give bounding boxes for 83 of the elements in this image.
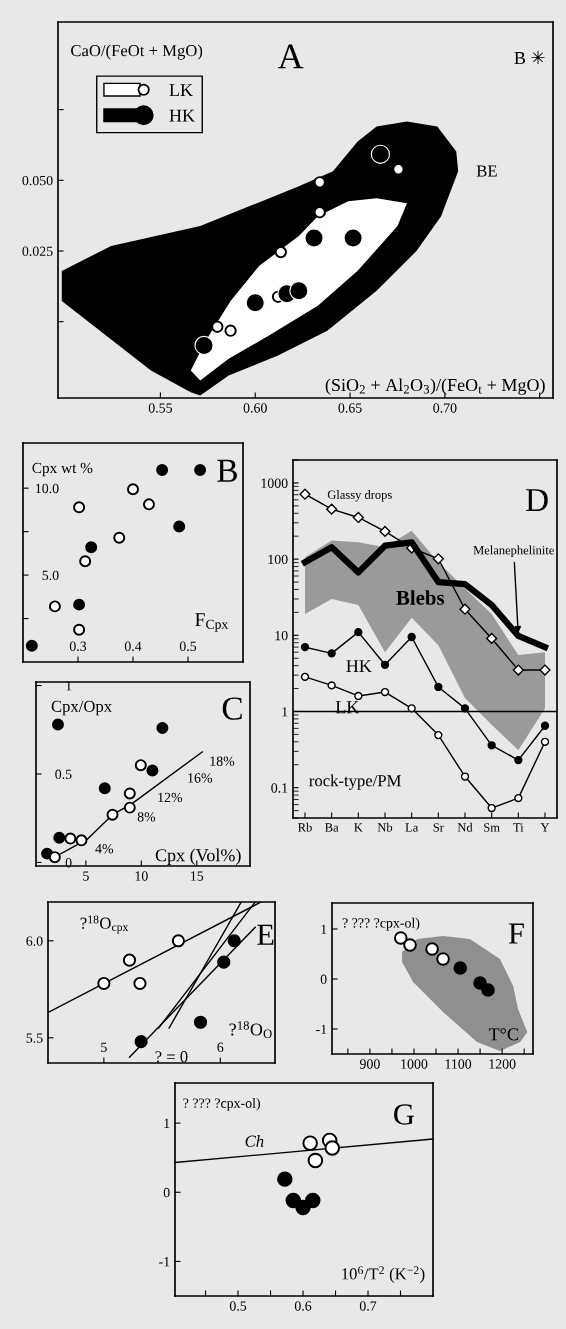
y-axis-title: ?$^{18}$O$_{cpx}$ bbox=[80, 915, 129, 934]
text: G bbox=[394, 1104, 414, 1125]
x-tick-label: Sr bbox=[433, 823, 444, 832]
annotation: B ✳ bbox=[514, 50, 545, 64]
legend-label: LK bbox=[169, 84, 193, 97]
x-axis-title: T°C bbox=[488, 1028, 518, 1041]
y-axis-title: ? ??? ?cpx-ol) bbox=[342, 917, 420, 931]
x-tick-label: 5 bbox=[83, 871, 89, 881]
x-tick-label: Y bbox=[540, 823, 550, 832]
y-tick-label: 6.0 bbox=[26, 936, 43, 946]
y-tick-label: -1 bbox=[159, 1257, 170, 1267]
legend-label: HK bbox=[169, 109, 195, 122]
chart-title: C bbox=[222, 697, 242, 720]
x-tick-label: Ba bbox=[325, 823, 339, 832]
y-tick-label: 5.0 bbox=[42, 570, 59, 581]
x-tick-label: 10 bbox=[135, 871, 148, 881]
y-axis-title: ? ??? ?cpx-ol) bbox=[183, 1098, 260, 1111]
x-tick-label: 0.5 bbox=[179, 641, 197, 651]
y-axis-title: Cpx/Opx bbox=[51, 700, 112, 716]
x-tick-label: 6 bbox=[217, 1042, 224, 1052]
chart-title: A bbox=[277, 44, 304, 69]
y-tick-label: 1000 bbox=[261, 478, 288, 488]
x-tick-label: Sm bbox=[484, 823, 500, 832]
x-tick-label: K bbox=[354, 823, 363, 832]
x-tick-label: 0.3 bbox=[69, 641, 87, 651]
y-tick-label: 0 bbox=[320, 974, 327, 984]
x-tick-label: 0.5 bbox=[229, 1301, 247, 1311]
y-tick-label: 0.5 bbox=[55, 769, 72, 780]
annotation: ? = 0 bbox=[155, 1051, 188, 1063]
x-tick-label: Nb bbox=[377, 822, 393, 832]
x-tick-label: 0.4 bbox=[124, 641, 142, 651]
chart-title: B bbox=[217, 459, 237, 482]
series-label: Blebs bbox=[396, 590, 445, 605]
x-tick-label: 5 bbox=[101, 1042, 107, 1052]
x-tick-label: 1000 bbox=[401, 1059, 428, 1069]
x-tick-label: Ti bbox=[513, 823, 524, 832]
x-tick-label: 0.60 bbox=[243, 403, 267, 413]
text: E bbox=[257, 924, 274, 945]
x-tick-label: 15 bbox=[191, 871, 204, 881]
y-axis-title: CaO/(FeOt + MgO) bbox=[71, 44, 203, 60]
y-axis-title: Cpx wt % bbox=[32, 462, 93, 477]
x-axis-title: F$_{Cpx}$ bbox=[195, 613, 229, 632]
y-tick-label: -1 bbox=[316, 1024, 327, 1034]
x-tick-label: 0.6 bbox=[294, 1301, 312, 1311]
y-tick-label: 1 bbox=[282, 707, 288, 717]
text: D bbox=[525, 489, 548, 512]
text: F bbox=[508, 923, 524, 944]
y-tick-label: 0.025 bbox=[22, 246, 53, 257]
series-label: Ch bbox=[245, 1135, 264, 1147]
annotation: BE bbox=[476, 165, 497, 177]
y-tick-label: 1 bbox=[66, 681, 72, 691]
text: Melanephelinite bbox=[473, 545, 554, 557]
x-tick-label: Nd bbox=[457, 822, 473, 832]
y-tick-label: 0 bbox=[163, 1187, 170, 1198]
x-tick-label: 0.55 bbox=[148, 403, 173, 413]
y-axis-title: rock-type/PM bbox=[309, 774, 401, 790]
y-tick-label: 0.050 bbox=[22, 175, 53, 186]
series-label: HK bbox=[346, 660, 372, 672]
y-tick-label: 1 bbox=[321, 924, 327, 934]
x-axis-title: 10$^{6}$/T$^{2}$ (K$^{−2}$) bbox=[342, 1266, 425, 1283]
x-tick-label: 0.70 bbox=[433, 403, 457, 413]
x-tick-label: 900 bbox=[359, 1059, 380, 1069]
x-tick-label: 1200 bbox=[489, 1059, 516, 1069]
annotation: 8% bbox=[137, 812, 156, 822]
x-tick-label: 0.65 bbox=[338, 403, 362, 413]
x-axis-title: Cpx (Vol%) bbox=[155, 848, 241, 865]
x-tick-label: 1100 bbox=[445, 1059, 472, 1069]
annotation: ?$^{18}$O$_{O}$ bbox=[229, 1021, 272, 1038]
x-tick-label: 0.7 bbox=[359, 1301, 377, 1311]
y-tick-label: 1 bbox=[164, 1118, 170, 1128]
annotation: 18% bbox=[210, 756, 235, 766]
text: (SiO$_{2}$ + Al$_{2}$O$_{3}$)/(FeO$_{t}$ + MgO) bbox=[325, 378, 545, 395]
series-label: Glassy drops bbox=[327, 490, 392, 502]
x-tick-label: La bbox=[405, 823, 419, 832]
x-tick-label: Rb bbox=[298, 822, 312, 832]
y-tick-label: 5.5 bbox=[26, 1033, 43, 1043]
annotation: 12% bbox=[158, 792, 183, 803]
y-tick-label: 0.1 bbox=[271, 783, 288, 793]
annotation: 4% bbox=[95, 844, 114, 854]
annotation: 16% bbox=[188, 773, 213, 783]
y-tick-label: 10 bbox=[275, 630, 288, 641]
y-tick-label: 10.0 bbox=[36, 483, 59, 494]
y-tick-label: 100 bbox=[268, 554, 288, 565]
